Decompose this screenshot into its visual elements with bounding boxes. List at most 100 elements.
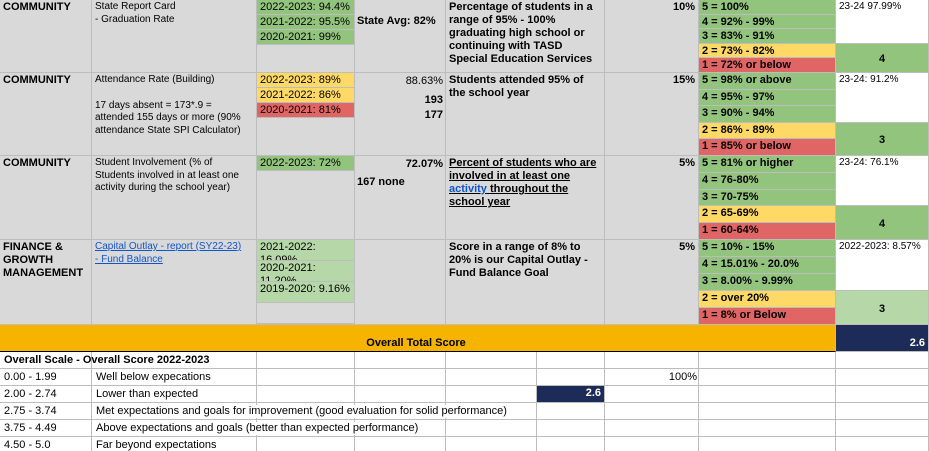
year-cell: 2020-2021: 99% bbox=[257, 30, 355, 45]
description-cell: Student Involvement (% of Students invol… bbox=[92, 156, 257, 240]
scale-cell: 3 = 90% - 94% bbox=[699, 106, 836, 123]
side-value: 88.63% bbox=[405, 75, 443, 87]
grid-cell bbox=[605, 403, 699, 420]
grid-cell bbox=[446, 386, 537, 403]
side-value: 72.07% bbox=[405, 158, 443, 170]
description-cell: State Report Card - Graduation Rate bbox=[92, 0, 257, 73]
grid-cell bbox=[699, 437, 836, 451]
row-bg bbox=[0, 0, 836, 73]
grid-cell bbox=[0, 437, 92, 451]
scale-range: 0.00 - 1.99 bbox=[4, 371, 57, 383]
description-line[interactable]: - Fund Balance bbox=[95, 253, 163, 265]
category-cell: COMMUNITY bbox=[0, 0, 92, 73]
scale-cell: 1 = 85% or below bbox=[699, 139, 836, 156]
scale-cell: 4 = 92% - 99% bbox=[699, 14, 836, 30]
grid-cell bbox=[699, 386, 836, 403]
grid-cell bbox=[92, 352, 257, 369]
grid-cell bbox=[257, 352, 355, 369]
grid-cell bbox=[0, 403, 92, 420]
grid-cell bbox=[836, 403, 929, 420]
row-bg bbox=[0, 240, 836, 325]
year-cell: 2022-2023: 89% bbox=[257, 73, 355, 88]
side-column bbox=[355, 0, 446, 73]
scale-cell: 2 = 65-69% bbox=[699, 206, 836, 224]
current-cell: 2022-2023: 8.57% bbox=[836, 240, 929, 291]
goal-text: Students attended 95% of the school year bbox=[449, 74, 584, 99]
year-cell: 2020-2021: 81% bbox=[257, 103, 355, 118]
scale-label: Lower than expected bbox=[96, 388, 201, 401]
grid-cell bbox=[92, 437, 257, 451]
grid-cell bbox=[537, 437, 605, 451]
category-cell: COMMUNITY bbox=[0, 156, 92, 240]
goal-cell: Percent of students who are involved in … bbox=[446, 156, 605, 240]
scale-cell: 1 = 60-64% bbox=[699, 223, 836, 240]
weight-cell: 10% bbox=[605, 0, 699, 73]
scale-cell: 5 = 98% or above bbox=[699, 73, 836, 90]
weight-cell: 5% bbox=[605, 240, 699, 325]
scale-range: 4.50 - 5.0 bbox=[4, 439, 51, 451]
grid-cell bbox=[257, 437, 355, 451]
grid-cell bbox=[355, 420, 446, 437]
grid-cell bbox=[355, 386, 446, 403]
grid-cell bbox=[836, 420, 929, 437]
scale-label: Well below expecations bbox=[96, 371, 213, 384]
grid-cell bbox=[446, 420, 537, 437]
grid-cell bbox=[92, 369, 257, 386]
side-value: 167 none bbox=[357, 176, 405, 188]
years-column bbox=[257, 156, 355, 240]
side-value: 177 bbox=[424, 109, 443, 121]
scale-cell: 5 = 100% bbox=[699, 0, 836, 15]
scale-cell: 2 = 86% - 89% bbox=[699, 122, 836, 140]
description-line: 17 days absent = 173*.9 = attended 155 d… bbox=[95, 99, 241, 136]
year-cell: 2021-2022: 95.5% bbox=[257, 15, 355, 30]
grid-cell bbox=[0, 369, 92, 386]
goal-cell: Percentage of students in a range of 95%… bbox=[446, 0, 605, 73]
scale-weight: 100% bbox=[668, 371, 697, 383]
scale-cell: 5 = 81% or higher bbox=[699, 156, 836, 173]
grid-cell bbox=[699, 352, 836, 369]
grid-cell bbox=[836, 386, 929, 403]
grid-cell bbox=[537, 352, 605, 369]
scale-range: 2.00 - 2.74 bbox=[4, 388, 57, 400]
category-cell: FINANCE & GROWTH MANAGEMENT bbox=[0, 240, 92, 325]
grid-cell bbox=[699, 420, 836, 437]
grid-cell bbox=[0, 352, 92, 369]
description-line: Attendance Rate (Building) bbox=[95, 74, 215, 85]
description-line: Student Involvement (% of Students invol… bbox=[95, 157, 239, 193]
goal-text: Score in a range of 8% to 20% is our Cap… bbox=[449, 241, 588, 279]
grid-cell bbox=[257, 386, 355, 403]
goal-text[interactable]: activity bbox=[449, 183, 487, 195]
year-cell: 2020-2021: 11.20% bbox=[257, 261, 355, 282]
scale-cell: 3 = 83% - 91% bbox=[699, 29, 836, 44]
grid-cell bbox=[605, 352, 699, 369]
description-line: - Graduation Rate bbox=[95, 13, 175, 25]
score-cell: 4 bbox=[836, 43, 929, 73]
description-cell: Attendance Rate (Building) 17 days absent… bbox=[92, 73, 257, 156]
scale-range: 2.75 - 3.74 bbox=[4, 405, 57, 417]
scale-label: Far beyond expectations bbox=[96, 439, 219, 451]
scale-label: Met expectations and goals for improveme… bbox=[96, 405, 509, 418]
grid-cell bbox=[355, 437, 446, 451]
grid-cell bbox=[836, 352, 929, 369]
grid-cell bbox=[605, 437, 699, 451]
weight-cell: 15% bbox=[605, 73, 699, 156]
grid-cell bbox=[0, 386, 92, 403]
goal-text: Percent of students who are involved in … bbox=[449, 157, 597, 182]
grid-cell bbox=[446, 437, 537, 451]
scale-cell: 3 = 70-75% bbox=[699, 189, 836, 207]
scale-cell: 2 = over 20% bbox=[699, 291, 836, 308]
description-line[interactable]: Capital Outlay - report (SY22-23) bbox=[95, 241, 242, 252]
goal-text: throughout the school year bbox=[449, 183, 569, 208]
scale-score: 2.6 bbox=[537, 386, 605, 403]
grid-cell bbox=[836, 437, 929, 451]
grid-cell bbox=[355, 352, 446, 369]
goal-cell: Students attended 95% of the school year bbox=[446, 73, 605, 156]
scale-cell: 4 = 76-80% bbox=[699, 172, 836, 190]
grid-cell bbox=[605, 386, 699, 403]
scale-cell: 2 = 73% - 82% bbox=[699, 43, 836, 59]
year-cell: 2021-2022: 16.09% bbox=[257, 240, 355, 261]
scale-label: Above expectations and goals (better tha… bbox=[96, 422, 421, 435]
grid-cell bbox=[0, 420, 92, 437]
year-cell: 2022-2023: 72% bbox=[257, 156, 355, 171]
